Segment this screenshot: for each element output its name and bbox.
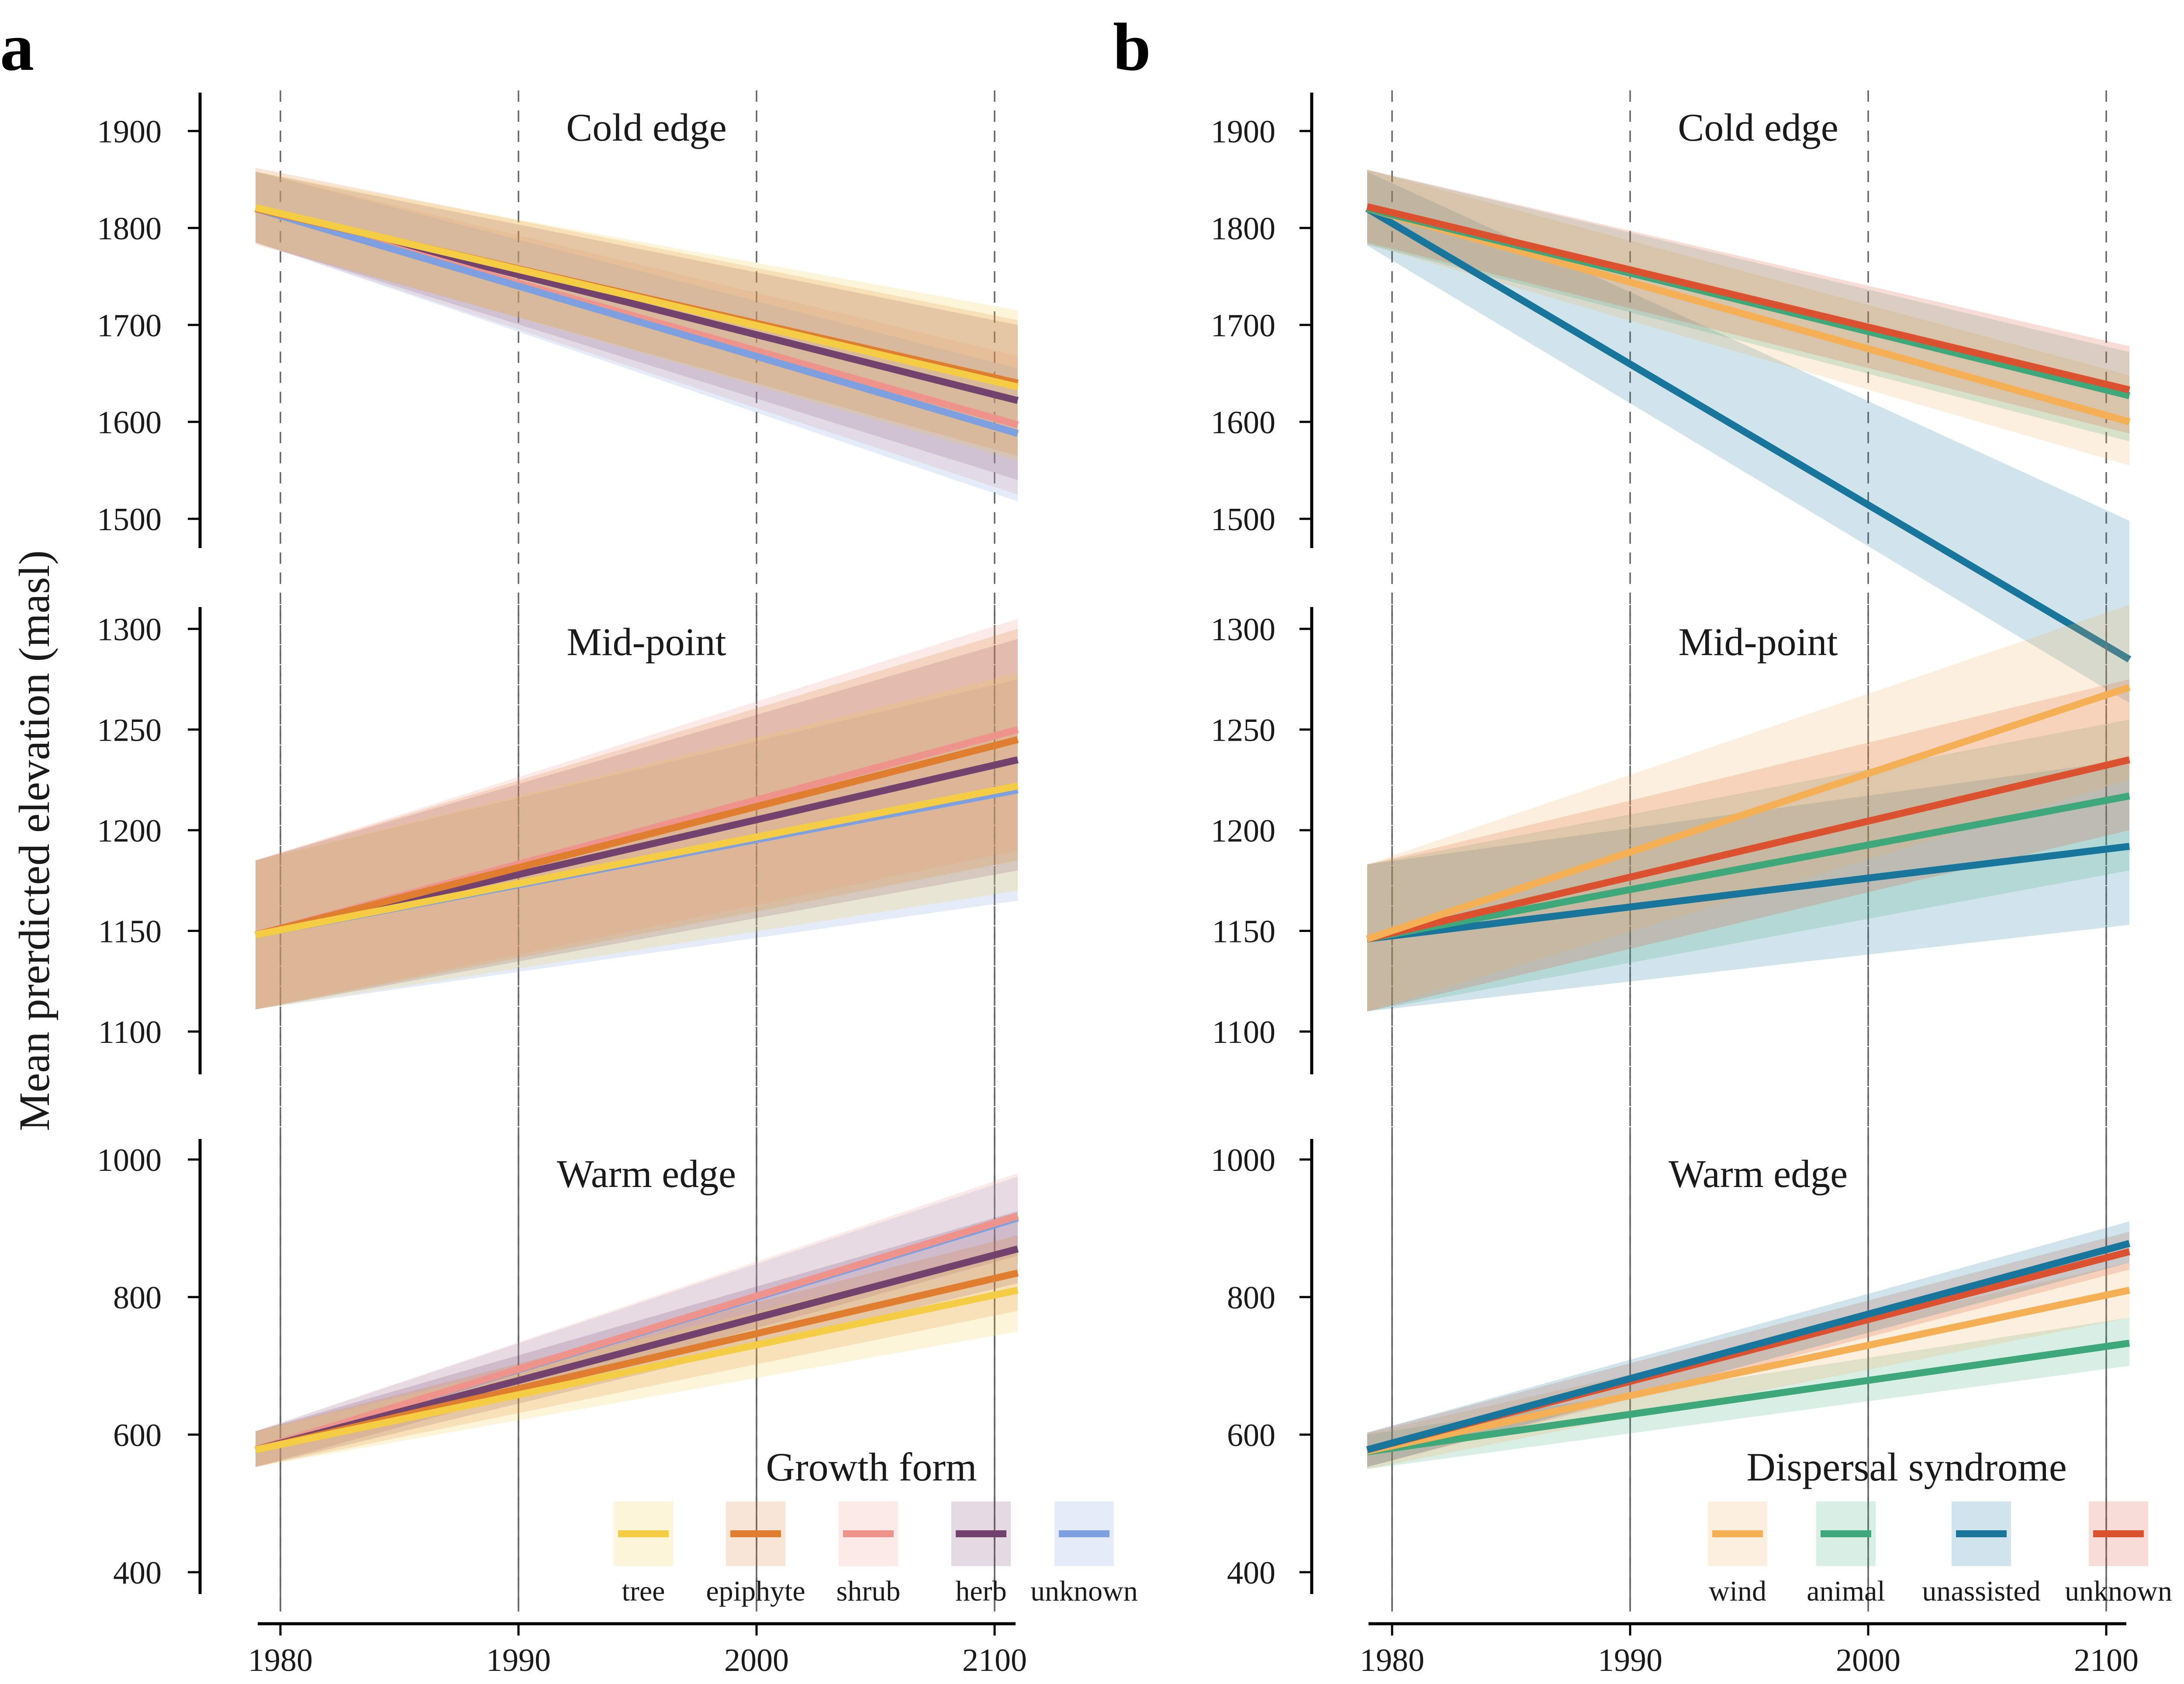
series-line-epiphyte (255, 736, 1019, 939)
legend-label-shrub: shrub (836, 1575, 901, 1607)
panel-letter-a: a (0, 9, 34, 85)
x-tick-label: 2000 (1836, 1643, 1901, 1678)
y-tick-label: 1700 (97, 308, 162, 344)
y-tick-label: 1000 (97, 1142, 162, 1178)
y-tick-label: 1500 (1211, 502, 1275, 538)
series-line-tree (255, 1287, 1019, 1453)
facet-a-2: 400 600 800 1000 Warm edge 1980 1990 2000 2100 (97, 1137, 1027, 1678)
facet-a-1: 1100 1150 1200 1250 1300 Mid-point (97, 605, 1019, 1612)
series-line-tree (255, 204, 1019, 390)
ci-band-wind (1367, 1263, 2129, 1469)
y-tick-label: 1600 (97, 405, 162, 441)
facet-title: Mid-point (1678, 621, 1838, 664)
series-line-unassisted (1366, 1240, 2131, 1453)
facet-a-0: 1500 1600 1700 1800 1900 Cold edge (97, 90, 1019, 1612)
y-tick-label: 1250 (97, 713, 162, 749)
ci-band-animal (1367, 1318, 2129, 1469)
series-line-wind (1366, 684, 2131, 942)
facet-title: Cold edge (566, 106, 726, 149)
y-tick-label: 1000 (1211, 1142, 1275, 1178)
y-tick-label: 1500 (97, 502, 162, 538)
y-tick-label: 1150 (1212, 914, 1275, 950)
facet-title: Cold edge (1678, 106, 1838, 149)
facet-b-1: 1100 1150 1200 1250 1300 Mid-point (1211, 604, 2131, 1612)
y-tick-label: 800 (1227, 1280, 1275, 1316)
series-line-herb (254, 1246, 1019, 1453)
legend-label-epiphyte: epiphyte (706, 1575, 805, 1607)
panel-letter-b: b (1113, 9, 1151, 85)
ci-band-tree (256, 673, 1018, 1010)
y-tick-label: 400 (1227, 1555, 1275, 1591)
series-line-shrub (254, 1212, 1019, 1453)
ci-band-wind (1367, 604, 2129, 1011)
series-line-wind (1366, 1287, 2130, 1455)
series-line-unassisted (1365, 205, 2132, 663)
x-tick-label: 1990 (486, 1643, 551, 1678)
x-tick-label: 2100 (962, 1643, 1027, 1678)
ci-band-unassisted (1367, 759, 2129, 1011)
y-tick-label: 1150 (98, 914, 162, 950)
series-line-unknown (1366, 203, 2130, 393)
series-line-unknown (254, 205, 1019, 437)
series-line-wind (1366, 205, 2131, 425)
series-line-animal (1366, 792, 2130, 942)
legend-label-wind: wind (1709, 1575, 1766, 1607)
y-tick-label: 1250 (1211, 713, 1275, 749)
legend-label-unknown: unknown (2065, 1575, 2172, 1607)
plot-area: 1500 1600 1700 1800 1900 Cold edge 1100 1150 120… (97, 90, 2139, 1678)
ci-band-epiphyte (256, 168, 1018, 456)
y-tick-label: 600 (113, 1418, 162, 1453)
series-line-animal (1366, 1339, 2130, 1456)
y-tick-label: 800 (113, 1280, 162, 1316)
facet-title: Warm edge (557, 1153, 736, 1196)
y-tick-label: 1100 (98, 1015, 162, 1050)
y-tick-label: 1200 (1211, 813, 1275, 849)
y-tick-label: 1900 (97, 114, 162, 150)
x-tick-label: 2100 (2074, 1643, 2139, 1678)
x-tick-label: 1990 (1598, 1643, 1662, 1678)
legend-label-unassisted: unassisted (1922, 1575, 2040, 1607)
y-tick-label: 1300 (97, 612, 162, 648)
y-tick-label: 1800 (97, 211, 162, 247)
facet-title: Warm edge (1669, 1153, 1848, 1196)
y-tick-label: 1200 (97, 813, 162, 849)
ci-band-epiphyte (256, 629, 1018, 1010)
legend-label-tree: tree (622, 1575, 665, 1607)
y-axis-label: Mean prerdicted elevation (masl) (10, 550, 59, 1131)
facet-b-2: 400 600 800 1000 Warm edge 1980 1990 2000 2100 (1211, 1137, 2139, 1678)
legend-label-animal: animal (1807, 1575, 1885, 1607)
facet-title: Mid-point (567, 621, 726, 664)
y-tick-label: 1900 (1211, 114, 1275, 150)
y-tick-label: 1100 (1212, 1015, 1275, 1050)
legend-b: Dispersal syndrome wind animal unassisted un… (1708, 1445, 2172, 1607)
legend-label-herb: herb (955, 1575, 1006, 1607)
x-tick-label: 2000 (724, 1643, 789, 1678)
legend-a: Growth form tree epiphyte shrub herb unknown (614, 1445, 1138, 1607)
y-tick-label: 400 (113, 1555, 162, 1591)
series-line-unassisted (1367, 842, 2130, 942)
series-line-tree (255, 782, 1019, 939)
ci-band-herb (256, 639, 1018, 1010)
series-line-unknown (1366, 756, 2130, 942)
y-tick-label: 1700 (1211, 308, 1275, 344)
x-tick-label: 1980 (1360, 1643, 1424, 1678)
x-tick-label: 1980 (248, 1643, 313, 1678)
legend-title: Dispersal syndrome (1746, 1445, 2067, 1489)
y-tick-label: 1300 (1211, 612, 1275, 648)
ci-band-unknown (1367, 679, 2129, 1011)
ci-band-shrub (256, 618, 1018, 1010)
legend-title: Growth form (766, 1445, 977, 1489)
y-tick-label: 600 (1227, 1418, 1275, 1453)
y-tick-label: 1600 (1211, 405, 1275, 441)
y-tick-label: 1800 (1211, 211, 1275, 247)
legend-label-unknown: unknown (1030, 1575, 1138, 1607)
